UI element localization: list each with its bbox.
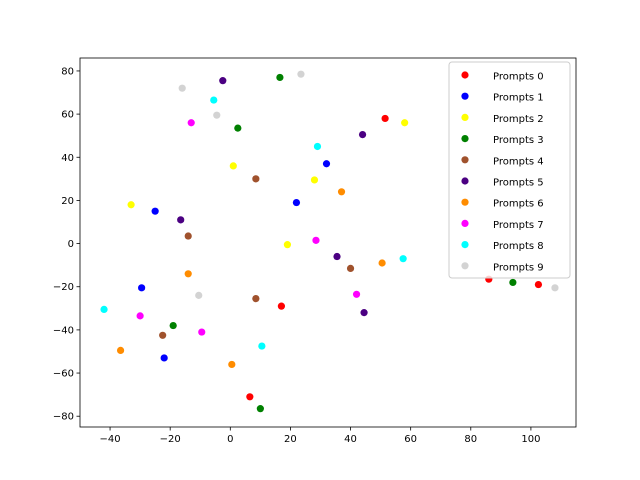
data-point-series-4-3 bbox=[252, 295, 260, 303]
data-point-series-8-4 bbox=[258, 342, 266, 350]
data-point-series-4-1 bbox=[184, 232, 192, 240]
y-tick-label: 60 bbox=[61, 110, 74, 121]
data-points bbox=[100, 70, 559, 413]
legend-label: Prompts 9 bbox=[493, 262, 544, 273]
legend-label: Prompts 4 bbox=[493, 156, 544, 167]
plot-area-frame bbox=[79, 57, 577, 428]
data-point-series-4-4 bbox=[159, 331, 167, 339]
data-point-series-2-2 bbox=[310, 176, 319, 184]
data-point-series-5-0 bbox=[219, 77, 227, 85]
legend-marker bbox=[461, 113, 469, 121]
legend-marker bbox=[461, 177, 469, 185]
legend-marker bbox=[461, 262, 469, 270]
data-point-series-6-0 bbox=[337, 188, 346, 196]
legend-marker bbox=[461, 198, 469, 206]
legend-marker bbox=[461, 241, 469, 249]
legend-label: Prompts 6 bbox=[493, 199, 544, 210]
x-tick-label: 0 bbox=[227, 434, 233, 445]
legend-marker bbox=[461, 71, 469, 79]
data-point-series-7-2 bbox=[352, 290, 361, 298]
legend-marker bbox=[461, 219, 469, 227]
data-point-series-0-1 bbox=[277, 302, 286, 310]
y-tick-label: −60 bbox=[53, 369, 74, 380]
legend-label: Prompts 1 bbox=[493, 93, 544, 104]
legend-marker bbox=[461, 92, 469, 100]
data-point-series-7-1 bbox=[312, 236, 320, 244]
legend-marker bbox=[461, 135, 469, 143]
data-point-series-6-1 bbox=[378, 259, 386, 267]
data-point-series-0-4 bbox=[534, 280, 543, 289]
x-tick-label: 60 bbox=[404, 434, 417, 445]
data-point-series-5-3 bbox=[333, 252, 341, 261]
data-point-series-1-0 bbox=[151, 207, 159, 215]
data-point-series-7-4 bbox=[198, 328, 206, 336]
y-tick-label: 20 bbox=[61, 196, 74, 207]
data-point-series-2-1 bbox=[401, 119, 409, 127]
data-point-series-3-2 bbox=[169, 321, 177, 330]
y-axis: −80 −60 −40 −20 0 20 40 60 80 bbox=[53, 66, 80, 423]
data-point-series-1-3 bbox=[138, 284, 146, 292]
legend-label: Prompts 3 bbox=[493, 135, 544, 146]
data-point-series-2-3 bbox=[127, 201, 135, 209]
data-point-series-7-0 bbox=[187, 119, 195, 127]
data-point-series-9-2 bbox=[213, 111, 221, 119]
y-tick-label: 80 bbox=[61, 66, 74, 77]
y-tick-label: 0 bbox=[68, 239, 74, 250]
x-axis: −40 −20 0 20 40 60 80 100 bbox=[100, 427, 540, 445]
x-tick-label: 100 bbox=[521, 434, 540, 445]
legend-label: Prompts 8 bbox=[493, 241, 544, 252]
data-point-series-1-2 bbox=[292, 198, 301, 207]
data-point-series-8-1 bbox=[313, 142, 322, 151]
data-point-series-3-0 bbox=[276, 73, 284, 82]
x-tick-label: 80 bbox=[464, 434, 477, 445]
data-point-series-9-4 bbox=[551, 284, 559, 292]
data-point-series-8-2 bbox=[399, 255, 407, 263]
data-point-series-8-0 bbox=[210, 96, 218, 104]
data-point-series-6-2 bbox=[184, 270, 192, 278]
data-point-series-9-1 bbox=[178, 84, 186, 92]
data-point-series-8-3 bbox=[100, 305, 108, 313]
data-point-series-6-3 bbox=[116, 346, 125, 354]
data-point-series-2-0 bbox=[229, 162, 237, 170]
x-tick-label: −20 bbox=[160, 434, 181, 445]
data-point-series-9-3 bbox=[195, 291, 203, 299]
legend-label: Prompts 0 bbox=[493, 72, 544, 83]
y-tick-label: −40 bbox=[53, 325, 74, 336]
data-point-series-2-4 bbox=[283, 241, 292, 249]
data-point-series-4-0 bbox=[252, 175, 260, 183]
data-point-series-5-4 bbox=[360, 309, 368, 317]
data-point-series-3-1 bbox=[234, 124, 242, 132]
data-point-series-5-1 bbox=[358, 131, 367, 139]
legend: Prompts 0 Prompts 1 Prompts 2 Prompts 3 Prom… bbox=[448, 61, 571, 279]
data-point-series-3-4 bbox=[509, 278, 517, 287]
y-tick-label: 40 bbox=[61, 153, 74, 164]
data-point-series-1-1 bbox=[322, 160, 331, 168]
data-point-series-0-0 bbox=[381, 114, 389, 123]
legend-box bbox=[448, 61, 571, 279]
y-tick-label: −20 bbox=[53, 282, 74, 293]
data-point-series-3-3 bbox=[256, 405, 264, 413]
data-point-series-0-2 bbox=[246, 393, 254, 401]
data-point-series-6-4 bbox=[228, 360, 236, 369]
data-point-series-9-0 bbox=[297, 70, 305, 78]
data-point-series-5-2 bbox=[177, 216, 185, 224]
data-point-series-4-2 bbox=[346, 264, 355, 272]
legend-label: Prompts 5 bbox=[493, 178, 544, 189]
x-tick-label: 20 bbox=[284, 434, 297, 445]
x-tick-label: 40 bbox=[344, 434, 357, 445]
legend-marker bbox=[461, 156, 469, 164]
data-point-series-7-3 bbox=[136, 312, 144, 320]
legend-label: Prompts 2 bbox=[493, 114, 544, 125]
x-tick-label: −40 bbox=[100, 434, 121, 445]
y-tick-label: −80 bbox=[53, 412, 74, 423]
data-point-series-1-4 bbox=[160, 354, 168, 362]
legend-label: Prompts 7 bbox=[493, 220, 544, 231]
